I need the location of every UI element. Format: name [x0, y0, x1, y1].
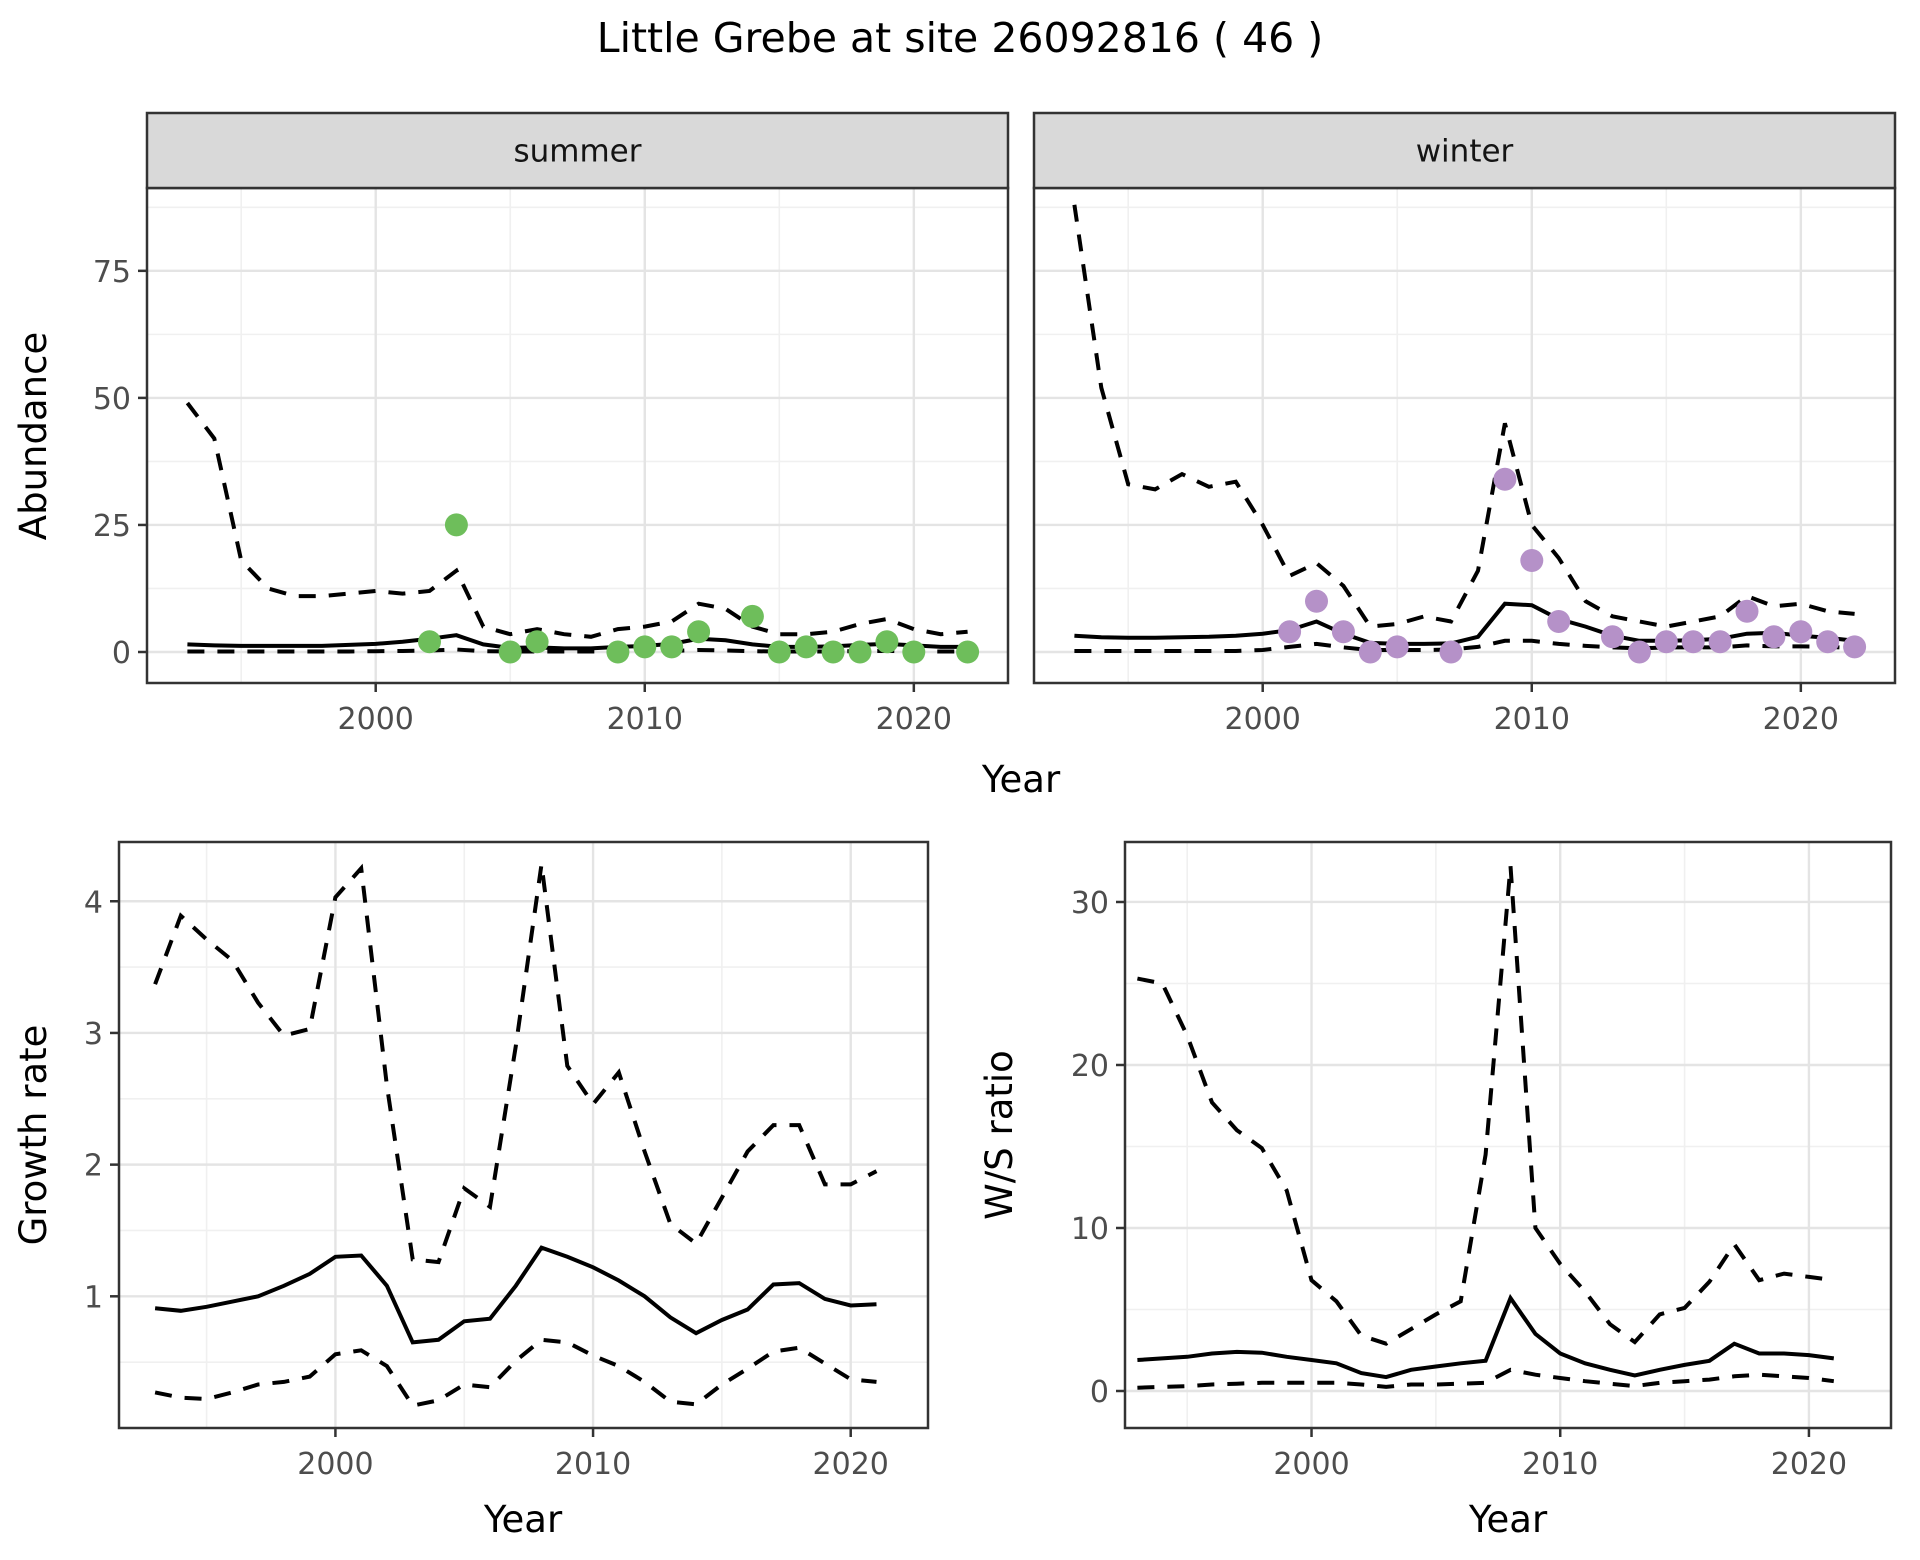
abundance_summer-panel: summer 2000 2010 2020 0 25 50 75: [93, 111, 1010, 737]
x-tick-label: 2010: [607, 702, 683, 737]
abundance_summer-observation-point: [606, 640, 630, 664]
growth-rate-axis-title: Growth rate: [12, 1025, 55, 1246]
abundance_winter-observation-point: [1493, 467, 1517, 491]
abundance_summer-observation-point: [956, 640, 980, 664]
abundance_summer-observation-point: [525, 630, 549, 654]
ws_ratio-panel: 2000 2010 2020 0 10 20 30: [1071, 840, 1893, 1482]
abundance_winter-observation-point: [1681, 630, 1705, 654]
y-tick-label: 3: [84, 1017, 103, 1052]
y-tick-label: 0: [112, 636, 131, 671]
x-tick-label: 2010: [1522, 1447, 1598, 1482]
abundance_winter-upper_95_CI-line: [1072, 204, 1855, 629]
abundance_summer-observation-point: [498, 640, 522, 664]
x-tick-label: 2020: [1771, 1447, 1847, 1482]
y-tick-label: 4: [84, 885, 103, 920]
bottom-right-year-axis-title: Year: [1468, 1498, 1548, 1541]
ws_ratio-lower_95_CI-line: [1137, 1367, 1835, 1390]
x-tick-label: 2000: [1225, 702, 1301, 737]
abundance_winter-observation-point: [1789, 620, 1813, 644]
abundance_summer-observation-point: [444, 513, 468, 537]
x-tick-label: 2000: [297, 1447, 373, 1482]
x-tick-label: 2020: [1763, 702, 1839, 737]
abundance_winter-observation-point: [1601, 625, 1624, 649]
abundance_summer-observation-point: [633, 635, 657, 659]
abundance_winter-observation-point: [1708, 630, 1732, 654]
abundance_summer-observation-point: [902, 640, 926, 664]
y-tick-label: 75: [93, 255, 131, 290]
abundance_winter-observation-point: [1654, 630, 1678, 654]
ws_ratio-panel-background: [1125, 842, 1891, 1428]
x-tick-label: 2010: [555, 1447, 631, 1482]
top-year-axis-title: Year: [981, 758, 1061, 801]
abundance_winter-observation-point: [1331, 620, 1355, 644]
abundance_summer-lower_95_CI-line: [187, 647, 968, 654]
growth_rate-panel: 2000 2010 2020 1 2 3 4: [84, 840, 930, 1482]
abundance_winter-observation-point: [1843, 635, 1867, 659]
abundance_winter-panel-background: [1034, 188, 1895, 683]
abundance_summer-observation-point: [875, 630, 899, 654]
abundance_summer-observation-point: [821, 640, 845, 664]
abundance_summer-observation-point: [687, 620, 711, 644]
growth_rate-upper_95_CI-line: [153, 863, 878, 1265]
y-tick-label: 1: [84, 1280, 103, 1315]
y-tick-label: 30: [1071, 886, 1109, 921]
abundance_winter-observation-point: [1278, 620, 1302, 644]
x-tick-label: 2000: [1273, 1447, 1349, 1482]
abundance_winter-facet-strip: [1032, 111, 1897, 190]
abundance_winter-observation-point: [1439, 640, 1463, 664]
abundance_winter-panel: winter 2000 2010 2020: [1032, 111, 1897, 737]
growth_rate-panel-border: [117, 840, 930, 1430]
x-tick-label: 2020: [876, 702, 952, 737]
abundance_winter-observation-point: [1816, 630, 1840, 654]
y-tick-label: 10: [1071, 1212, 1109, 1247]
abundance-axis-title: Abundance: [12, 332, 55, 540]
abundance_summer-observation-point: [740, 604, 764, 628]
growth_rate-median-line: [154, 1245, 877, 1345]
ws_ratio-median-line: [1137, 1293, 1835, 1380]
abundance_summer-observation-point: [848, 640, 872, 664]
y-tick-label: 0: [1090, 1375, 1109, 1410]
ws_ratio-panel-border: [1123, 840, 1893, 1430]
y-tick-label: 20: [1071, 1049, 1109, 1084]
growth_rate-panel-background: [119, 842, 928, 1428]
abundance_summer-facet-strip-label: summer: [513, 134, 641, 170]
growth_rate-lower_95_CI-line: [154, 1337, 877, 1408]
abundance_summer-observation-point: [418, 630, 441, 654]
ws-ratio-axis-title: W/S ratio: [978, 1050, 1021, 1220]
x-tick-label: 2010: [1494, 702, 1570, 737]
ws_ratio-upper_95_CI-line: [1137, 865, 1835, 1346]
abundance_summer-facet-strip: [145, 111, 1010, 190]
abundance_winter-observation-point: [1305, 589, 1328, 613]
bottom-left-year-axis-title: Year: [483, 1498, 563, 1541]
abundance_summer-observation-point: [794, 635, 818, 659]
abundance_summer-observation-point: [660, 635, 684, 659]
y-tick-label: 25: [93, 509, 131, 544]
chart-title: Little Grebe at site 26092816 ( 46 ): [596, 14, 1324, 62]
abundance_winter-observation-point: [1735, 599, 1759, 623]
abundance_winter-observation-point: [1358, 640, 1382, 664]
abundance_winter-facet-strip-label: winter: [1416, 134, 1514, 170]
abundance_winter-observation-point: [1627, 640, 1651, 664]
abundance_winter-observation-point: [1547, 610, 1571, 633]
y-tick-label: 50: [93, 382, 131, 417]
abundance_winter-observation-point: [1520, 549, 1544, 572]
abundance_winter-lower_95_CI-line: [1074, 638, 1855, 653]
abundance_winter-observation-point: [1385, 635, 1409, 659]
y-tick-label: 2: [84, 1149, 103, 1184]
x-tick-label: 2000: [338, 702, 414, 737]
abundance_summer-panel-background: [147, 188, 1008, 683]
abundance_summer-observation-point: [767, 640, 791, 664]
x-tick-label: 2020: [813, 1447, 889, 1482]
abundance_winter-observation-point: [1762, 625, 1786, 649]
